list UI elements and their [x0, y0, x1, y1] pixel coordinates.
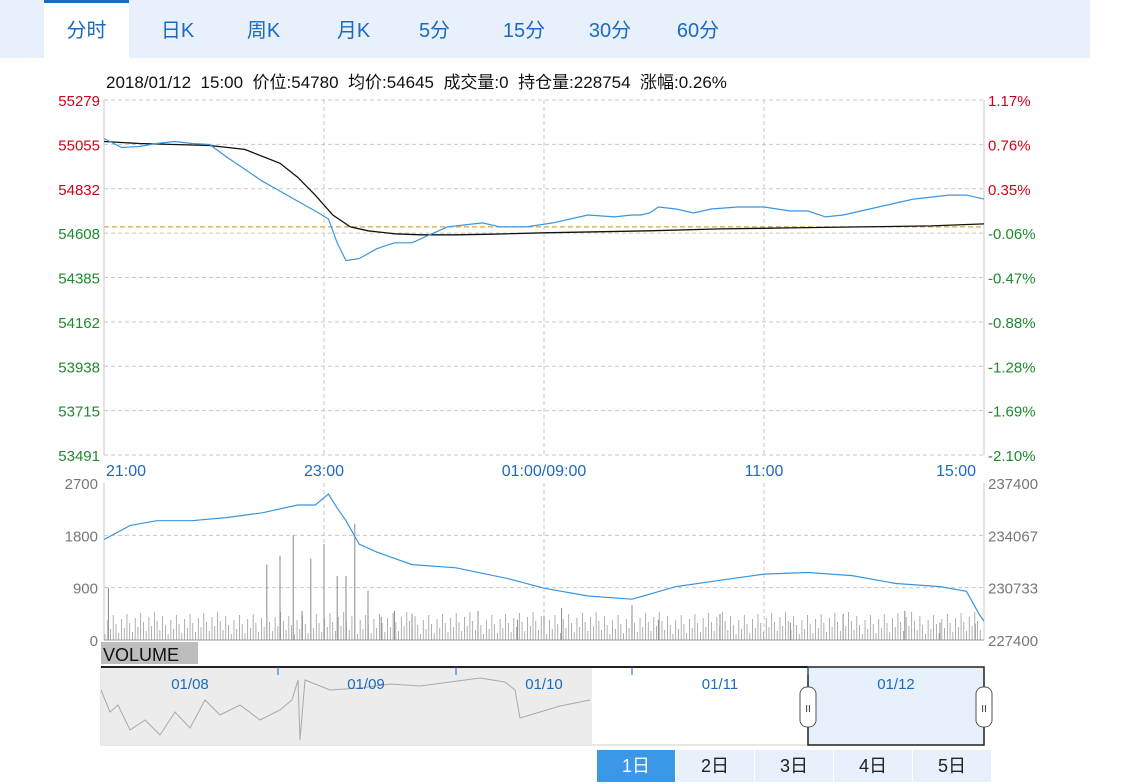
range-4day-button[interactable]: 4日	[833, 750, 912, 782]
volume-tick-label: 900	[73, 581, 98, 598]
price-line	[103, 137, 985, 262]
time-tick-label: 21:00	[106, 463, 146, 480]
tab-15min[interactable]: 15分	[502, 20, 546, 42]
period-tab-bar: 分时 日K 周K 月K 5分 15分 30分 60分	[0, 0, 1090, 61]
pct-tick-label: -0.47%	[988, 271, 1036, 288]
info-volume: 成交量:0	[443, 73, 509, 92]
range-2day-button[interactable]: 2日	[675, 750, 754, 782]
navigator-left-handle[interactable]	[799, 686, 817, 728]
volume-tick-label: 0	[90, 633, 98, 650]
navigator-history-area	[101, 667, 592, 745]
tab-60min[interactable]: 60分	[676, 20, 720, 42]
pct-tick-label: 0.35%	[988, 182, 1031, 199]
price-tick-label: 53715	[58, 404, 100, 421]
pct-tick-label: 1.17%	[988, 93, 1031, 110]
tab-timeshare[interactable]: 分时	[44, 0, 129, 61]
volume-tick-label: 1800	[65, 528, 98, 545]
info-price: 价位:54780	[252, 73, 339, 92]
price-tick-label: 53491	[58, 448, 100, 465]
tab-weekly-k[interactable]: 周K	[246, 20, 281, 42]
oi-tick-label: 234067	[988, 528, 1038, 545]
range-3day-button[interactable]: 3日	[754, 750, 833, 782]
time-tick-label: 11:00	[745, 463, 784, 480]
avg-price-line	[103, 140, 985, 236]
info-datetime: 2018/01/12 15:00	[106, 73, 244, 92]
info-change: 涨幅:0.26%	[639, 73, 727, 92]
pct-tick-label: -1.28%	[988, 359, 1036, 376]
price-tick-label: 54608	[58, 226, 100, 243]
navigator-date-label: 01/12	[877, 676, 915, 693]
navigator-history-line	[100, 677, 591, 741]
navigator-right-handle[interactable]	[975, 686, 993, 728]
oi-tick-label: 237400	[988, 476, 1038, 493]
tab-5min[interactable]: 5分	[418, 20, 451, 42]
price-tick-label: 55055	[58, 137, 100, 154]
pct-tick-label: -1.69%	[988, 404, 1036, 421]
open-interest-line	[103, 493, 985, 622]
pct-tick-label: 0.76%	[988, 137, 1031, 154]
oi-tick-label: 230733	[988, 581, 1038, 598]
info-avg: 均价:54645	[347, 73, 434, 92]
range-1day-button[interactable]: 1日	[596, 750, 675, 782]
volume-tick-label: 2700	[65, 476, 98, 493]
range-5day-button[interactable]: 5日	[912, 750, 991, 782]
time-tick-label: 15:00	[936, 463, 976, 480]
volume-label-bg	[101, 642, 198, 664]
pct-tick-label: -0.88%	[988, 315, 1036, 332]
tab-30min[interactable]: 30分	[588, 20, 632, 42]
time-tick-label: 23:00	[304, 463, 344, 480]
handle-grip-icon: II	[805, 704, 811, 715]
navigator-date-label: 01/09	[347, 676, 385, 693]
info-open-interest: 持仓量:228754	[518, 73, 631, 92]
price-tick-label: 54162	[58, 315, 100, 332]
handle-grip-icon: II	[981, 704, 987, 715]
oi-tick-label: 227400	[988, 633, 1038, 650]
navigator-date-label: 01/11	[702, 676, 738, 693]
tab-monthly-k[interactable]: 月K	[336, 20, 371, 42]
navigator-selection	[807, 666, 985, 746]
price-tick-label: 54385	[58, 271, 100, 288]
pct-tick-label: -2.10%	[988, 448, 1036, 465]
range-selector: 1日 2日 3日 4日 5日	[596, 750, 991, 782]
price-tick-label: 53938	[58, 359, 100, 376]
price-tick-label: 54832	[58, 182, 100, 199]
price-tick-label: 55279	[58, 93, 100, 110]
navigator-date-label: 01/10	[525, 676, 563, 693]
tab-daily-k[interactable]: 日K	[160, 20, 195, 42]
navigator-date-label: 01/08	[171, 676, 209, 693]
time-tick-label: 01:00/09:00	[502, 463, 587, 480]
pct-tick-label: -0.06%	[988, 226, 1036, 243]
info-line: 2018/01/12 15:00 价位:54780 均价:54645 成交量:0…	[106, 68, 727, 93]
volume-label: VOLUME	[103, 645, 179, 665]
